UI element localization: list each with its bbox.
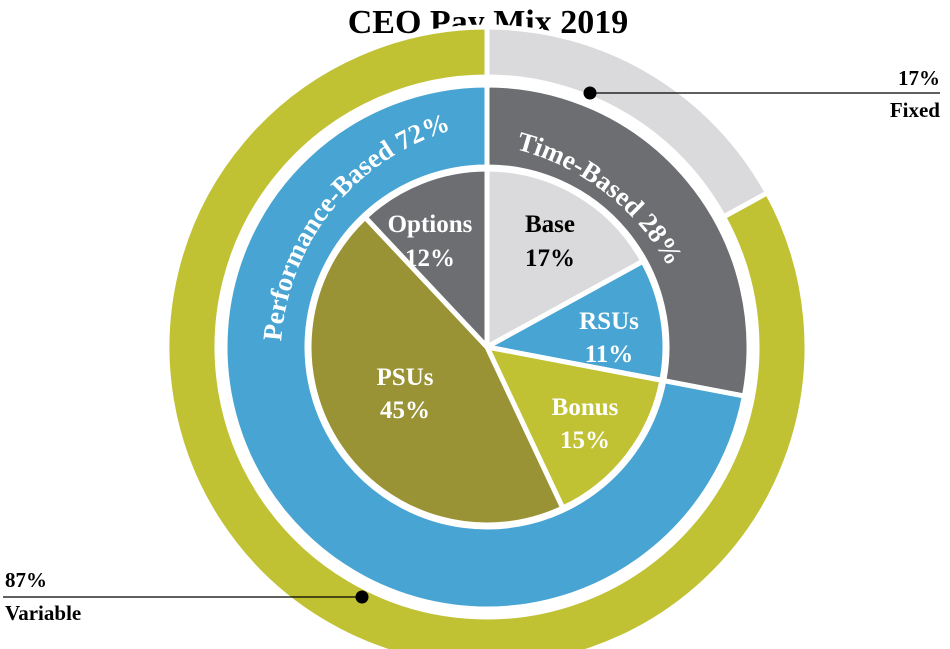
- variable-callout-pct: 87%: [5, 568, 47, 592]
- variable-callout-dot: [355, 590, 369, 604]
- rsus-slice-name: RSUs: [579, 308, 639, 335]
- inner-slice-base: [484, 166, 647, 352]
- outer-ring: [164, 24, 810, 649]
- rsus-slice-pct: 11%: [585, 341, 634, 368]
- variable-callout-label: Variable: [5, 601, 81, 625]
- bonus-slice-name: Bonus: [552, 394, 619, 421]
- base-slice-name: Base: [525, 211, 575, 238]
- fixed-callout-pct: 17%: [898, 66, 940, 90]
- base-slice-pct: 17%: [525, 245, 575, 272]
- psus-slice-pct: 45%: [380, 397, 430, 424]
- fixed-callout-dot: [583, 86, 597, 100]
- options-slice-pct: 12%: [405, 245, 455, 272]
- inner-slice-rsus: [479, 257, 668, 384]
- inner-slice-bonus: [482, 343, 665, 512]
- psus-slice-name: PSUs: [377, 364, 434, 391]
- bonus-slice-pct: 15%: [560, 427, 610, 454]
- inner-slice-psus: [306, 213, 567, 528]
- fixed-callout-label: Fixed: [890, 98, 940, 122]
- outer-slice-variable: [164, 24, 810, 649]
- options-slice-name: Options: [388, 211, 473, 238]
- inner-slice-options: [361, 166, 490, 354]
- inner-pie: [306, 166, 668, 528]
